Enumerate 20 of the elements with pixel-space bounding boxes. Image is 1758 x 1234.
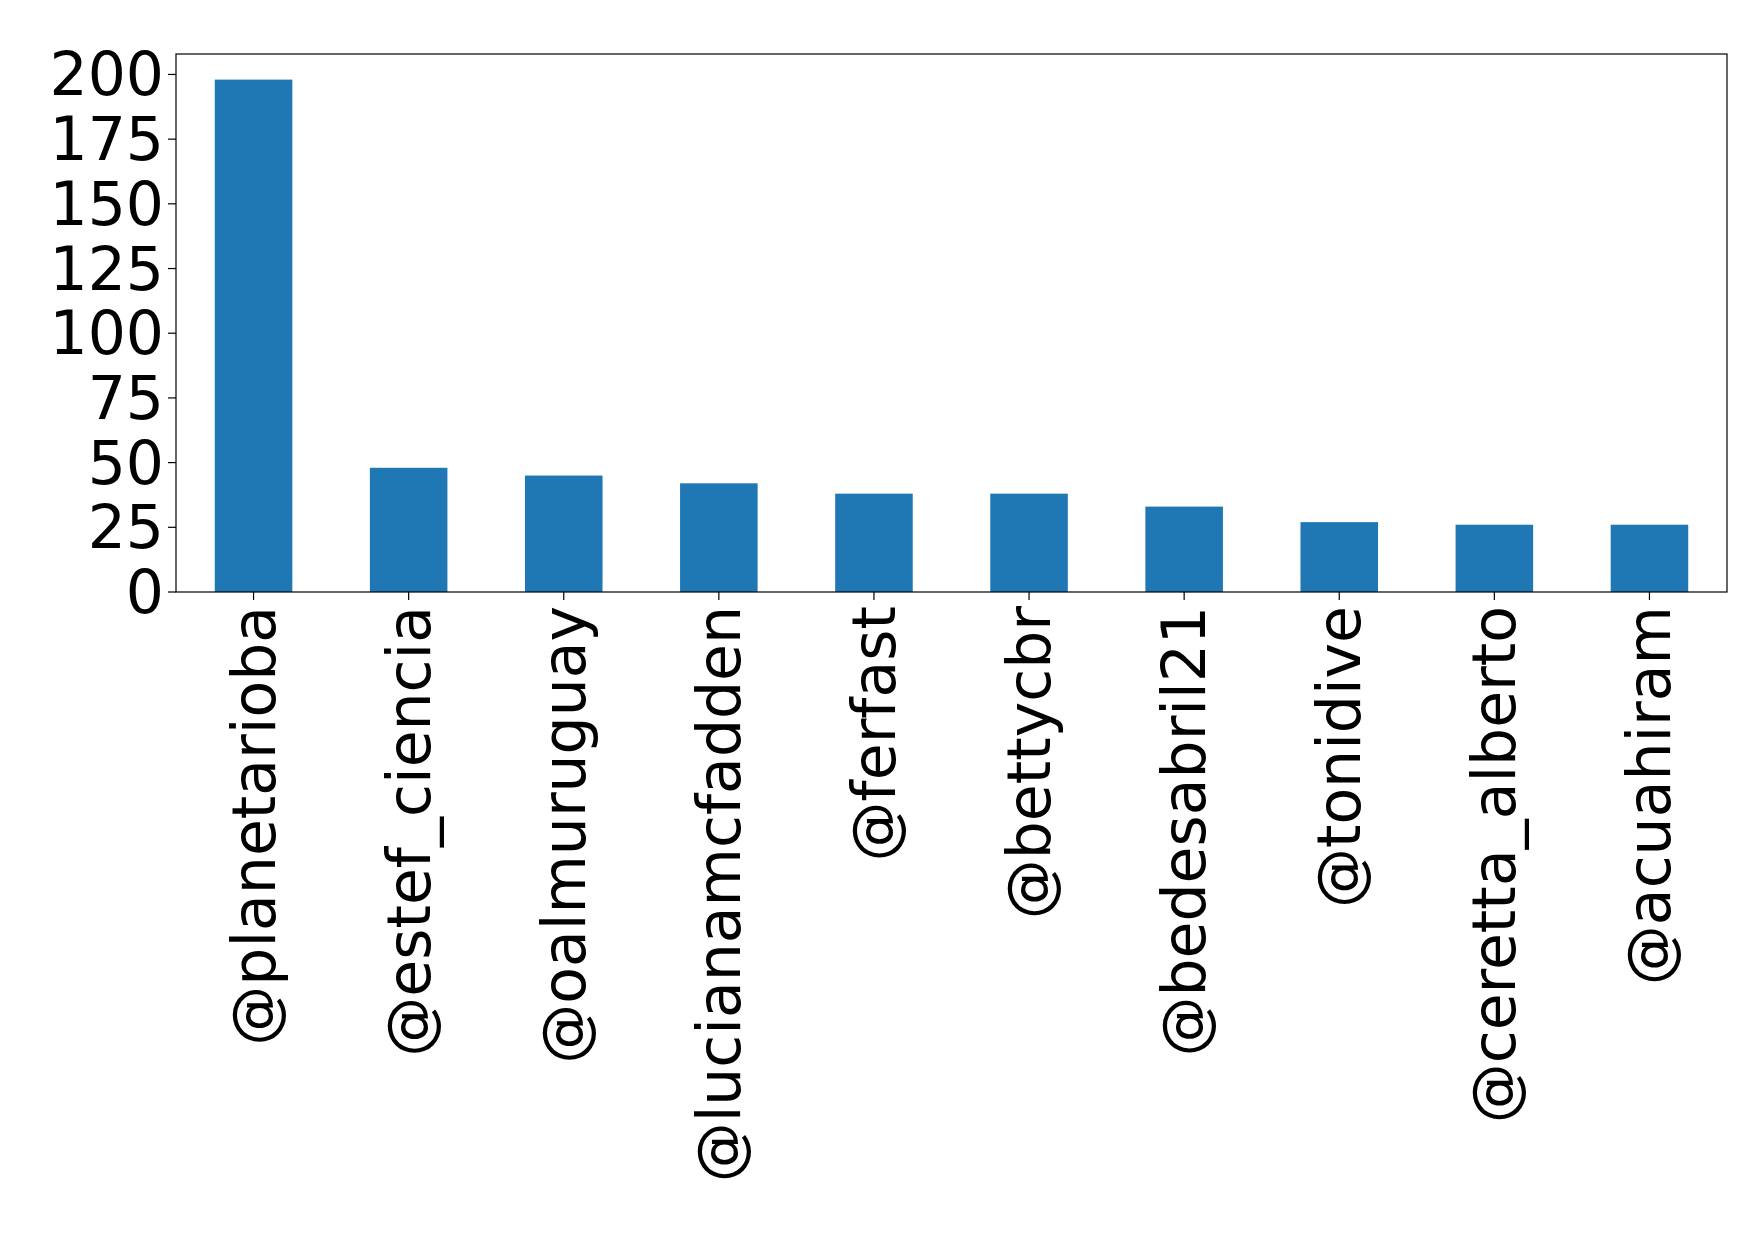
x-tick-label: @bettycbr — [994, 605, 1065, 920]
x-tick-label: @lucianamcfadden — [683, 606, 754, 1183]
bar — [1455, 524, 1534, 592]
x-tick-label: @tonidive — [1304, 606, 1375, 909]
x-tick-label: @ceretta_alberto — [1459, 606, 1530, 1124]
bar — [835, 493, 913, 592]
bar — [680, 483, 758, 592]
bar — [214, 79, 293, 592]
x-tick-label: @oalmuruguay — [528, 606, 599, 1064]
bar — [1145, 506, 1223, 592]
bar — [524, 475, 603, 592]
x-tick-label: @bedesabril21 — [1149, 606, 1220, 1057]
bar — [369, 467, 448, 592]
x-tick-label: @estef_ciencia — [373, 606, 444, 1057]
bar — [1300, 522, 1379, 592]
x-tick-label: @acuahiram — [1614, 606, 1685, 986]
bar — [990, 493, 1068, 592]
x-tick-label: @ferfast — [838, 606, 909, 862]
bar — [1610, 524, 1689, 592]
x-tick-label: @planetarioba — [218, 606, 289, 1046]
